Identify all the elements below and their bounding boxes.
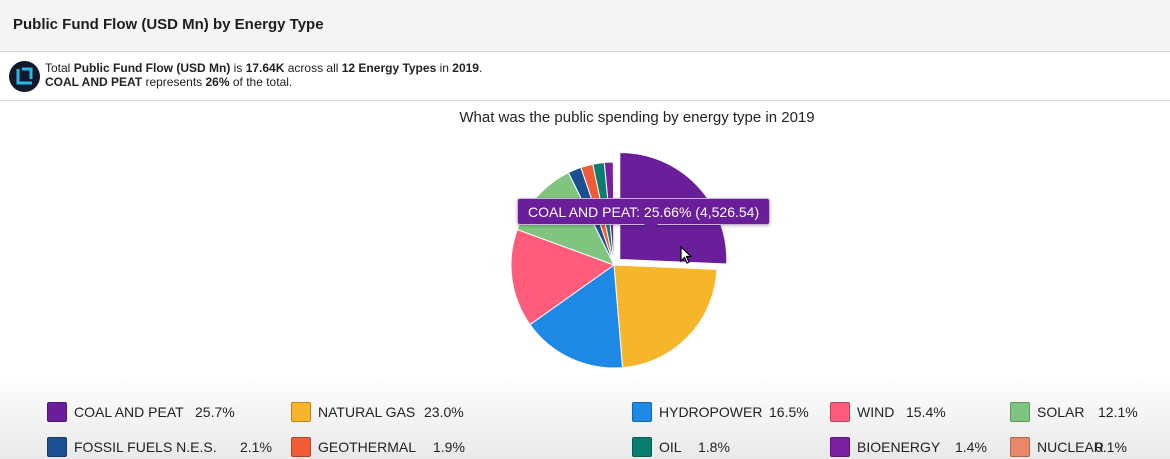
legend-value: 1.9% xyxy=(433,439,465,455)
legend-swatch xyxy=(830,402,850,422)
legend-label: WIND xyxy=(857,404,895,420)
summary-text-part: Total xyxy=(45,61,74,75)
summary-metric: Public Fund Flow (USD Mn) xyxy=(73,61,231,75)
summary-percent: 26% xyxy=(205,75,230,89)
legend-swatch xyxy=(291,402,311,422)
legend-value: 15.4% xyxy=(906,404,946,420)
pie-slice-wind[interactable] xyxy=(510,228,616,326)
chart-header-title: Public Fund Flow (USD Mn) by Energy Type xyxy=(13,16,324,33)
legend-swatch xyxy=(291,437,311,457)
tooltip-arrow xyxy=(644,224,658,231)
summary-text-part: in xyxy=(436,61,453,75)
legend-value: 1.4% xyxy=(955,439,987,455)
legend-label: BIOENERGY xyxy=(857,439,941,455)
summary-text-part: of the total. xyxy=(229,75,293,89)
slice-tooltip: COAL AND PEAT: 25.66% (4,526.54) xyxy=(517,198,771,225)
app-logo-icon xyxy=(9,61,40,92)
legend-swatch xyxy=(1010,437,1030,457)
summary-text-part: . xyxy=(478,61,483,75)
legend-label: HYDROPOWER xyxy=(659,404,763,420)
summary-text-part: represents xyxy=(142,75,206,89)
legend-value: 12.1% xyxy=(1098,404,1138,420)
legend-label: GEOTHERMAL xyxy=(318,439,417,455)
legend-value: 16.5% xyxy=(769,404,809,420)
summary-text: Total Public Fund Flow (USD Mn) is 17.64… xyxy=(45,61,482,89)
legend-swatch xyxy=(632,402,652,422)
summary-text-part: is xyxy=(230,61,246,75)
legend-swatch xyxy=(47,402,67,422)
legend-swatch xyxy=(47,437,67,457)
legend-swatch xyxy=(1010,402,1030,422)
legend-label: NUCLEAR xyxy=(1037,439,1104,455)
chart-title: What was the public spending by energy t… xyxy=(459,109,815,126)
pie-slice-hydropower[interactable] xyxy=(529,264,624,369)
legend-swatch xyxy=(632,437,652,457)
legend-value: 25.7% xyxy=(195,404,235,420)
legend xyxy=(0,372,1170,459)
mouse-cursor-icon xyxy=(680,246,693,264)
legend-value: 2.1% xyxy=(240,439,272,455)
legend-label: FOSSIL FUELS N.E.S. xyxy=(74,439,217,455)
legend-label: COAL AND PEAT xyxy=(74,404,184,420)
legend-label: SOLAR xyxy=(1037,404,1085,420)
legend-value: 23.0% xyxy=(424,404,464,420)
summary-category: COAL AND PEAT xyxy=(45,75,143,89)
legend-value: 0.1% xyxy=(1095,439,1127,455)
summary-text-part: across all xyxy=(284,61,342,75)
insight-summary: Total Public Fund Flow (USD Mn) is 17.64… xyxy=(0,53,1170,101)
pie-slice-natural-gas[interactable] xyxy=(613,264,718,369)
summary-total: 17.64K xyxy=(245,61,285,75)
legend-swatch xyxy=(830,437,850,457)
legend-value: 1.8% xyxy=(698,439,730,455)
legend-label: NATURAL GAS xyxy=(318,404,416,420)
summary-year: 2019 xyxy=(452,61,479,75)
chart-header: Public Fund Flow (USD Mn) by Energy Type xyxy=(0,0,1170,52)
legend-label: OIL xyxy=(659,439,682,455)
summary-line-2: COAL AND PEAT represents 26% of the tota… xyxy=(45,75,482,89)
summary-line-1: Total Public Fund Flow (USD Mn) is 17.64… xyxy=(45,61,482,75)
summary-count: 12 Energy Types xyxy=(341,61,437,75)
